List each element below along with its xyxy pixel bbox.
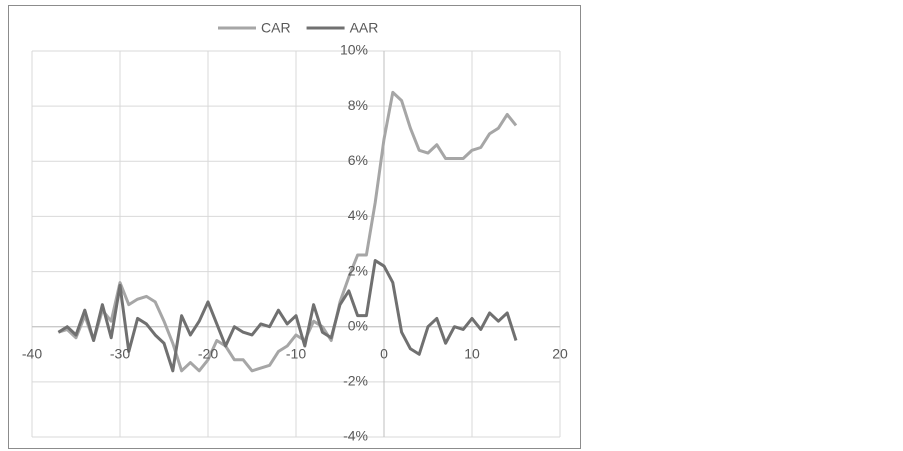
y-tick-label: 2%	[348, 262, 368, 278]
y-tick-label: 6%	[348, 152, 368, 168]
x-tick-label: 0	[380, 345, 388, 361]
plot	[57, 90, 518, 373]
series-line	[57, 259, 518, 373]
x-tick-label: -30	[110, 345, 130, 361]
y-tick-label: 8%	[348, 97, 368, 113]
x-tick-label: 10	[464, 345, 480, 361]
x-tick-label: -10	[286, 345, 306, 361]
series-line	[57, 90, 518, 373]
x-tick-label: -20	[198, 345, 218, 361]
x-tick-label: -40	[22, 345, 42, 361]
legend-label: AAR	[350, 20, 379, 36]
y-tick-label: -2%	[343, 373, 368, 389]
x-tick-label: 20	[552, 345, 568, 361]
grid	[31, 50, 561, 438]
labels: -4% -2% 0% 2% 4% 6% 8% 10% -40 -30 -20 -10 0 10 20	[22, 42, 568, 444]
legend-label: CAR	[261, 20, 291, 36]
y-tick-label: 4%	[348, 207, 368, 223]
legend: CAR AAR	[218, 20, 378, 36]
y-tick-label: 10%	[340, 42, 368, 58]
chart-frame	[8, 5, 581, 449]
y-tick-label: 0%	[348, 317, 368, 333]
y-tick-label: -4%	[343, 428, 368, 444]
